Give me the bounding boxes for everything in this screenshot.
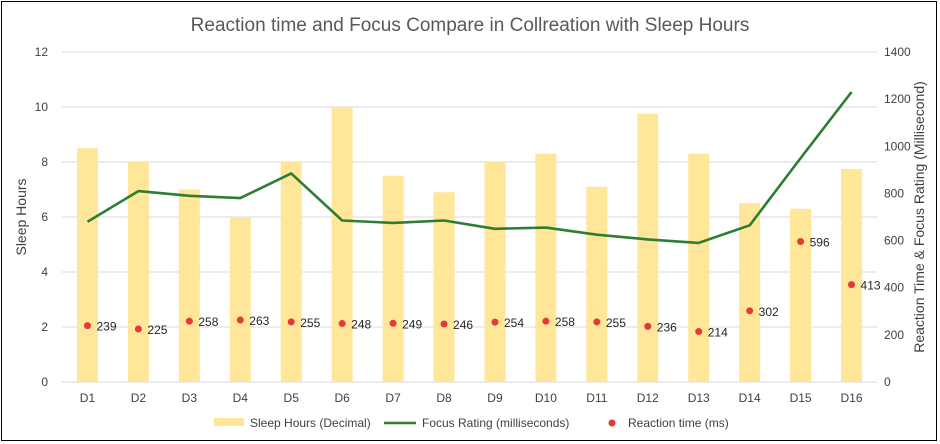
left-tick-label: 12 xyxy=(35,45,49,59)
x-tick-label: D7 xyxy=(385,391,401,405)
x-tick-label: D15 xyxy=(790,391,812,405)
left-tick-label: 4 xyxy=(41,265,48,279)
bar xyxy=(586,186,608,382)
reaction-data-label: 239 xyxy=(96,320,116,334)
x-tick-label: D12 xyxy=(637,391,659,405)
reaction-point xyxy=(695,328,703,336)
chart-title: Reaction time and Focus Compare in Collr… xyxy=(191,15,750,36)
reaction-point xyxy=(389,319,397,327)
bar xyxy=(76,148,98,382)
reaction-point xyxy=(491,318,499,326)
reaction-data-label: 254 xyxy=(504,316,524,330)
focus-line xyxy=(86,91,853,245)
reaction-data-label: 596 xyxy=(810,236,830,250)
bar xyxy=(433,192,455,382)
reaction-data-label: 255 xyxy=(606,316,626,330)
legend-label: Focus Rating (milliseconds) xyxy=(422,416,569,430)
right-tick-label: 0 xyxy=(884,375,891,389)
reaction-data-label: 258 xyxy=(555,315,575,329)
reaction-point xyxy=(185,317,193,325)
reaction-data-label: 225 xyxy=(147,323,167,337)
bar xyxy=(688,153,710,382)
bar xyxy=(535,153,557,382)
reaction-point xyxy=(644,322,652,330)
bar xyxy=(382,175,404,382)
x-tick-label: D2 xyxy=(131,391,147,405)
reaction-data-label: 248 xyxy=(351,318,371,332)
reaction-data-label: 302 xyxy=(759,305,779,319)
legend-label: Reaction time (ms) xyxy=(628,416,729,430)
x-tick-label: D10 xyxy=(535,391,557,405)
x-tick-label: D8 xyxy=(436,391,452,405)
bar xyxy=(484,162,506,382)
right-tick-label: 1200 xyxy=(884,92,911,106)
right-axis-title: Reaction Time & Focus Rating (Millisecon… xyxy=(911,81,927,353)
right-tick-label: 600 xyxy=(884,234,904,248)
bar xyxy=(790,208,812,382)
left-tick-label: 0 xyxy=(41,375,48,389)
reaction-point xyxy=(746,307,754,315)
bar xyxy=(841,168,863,382)
reaction-data-label: 246 xyxy=(453,318,473,332)
reaction-point xyxy=(848,281,856,289)
x-tick-label: D9 xyxy=(487,391,503,405)
left-tick-label: 10 xyxy=(35,100,49,114)
left-axis: 0 2 4 6 8 10 12 xyxy=(35,45,49,389)
bar-series xyxy=(76,107,863,382)
reaction-point xyxy=(593,318,601,326)
legend-swatch-bar xyxy=(214,418,244,426)
x-tick-label: D13 xyxy=(688,391,710,405)
reaction-data-label: 236 xyxy=(657,320,677,334)
x-tick-label: D11 xyxy=(586,391,607,405)
bar xyxy=(280,162,302,382)
reaction-point xyxy=(338,320,346,328)
x-tick-label: D3 xyxy=(182,391,198,405)
reaction-data-label: 214 xyxy=(708,326,728,340)
bar xyxy=(637,113,659,382)
bar xyxy=(229,217,251,382)
reaction-point xyxy=(440,320,448,328)
line-series xyxy=(86,91,853,245)
reaction-point xyxy=(236,316,244,324)
left-tick-label: 6 xyxy=(41,210,48,224)
left-tick-label: 2 xyxy=(41,320,48,334)
right-tick-label: 400 xyxy=(884,281,904,295)
reaction-point xyxy=(287,318,295,326)
legend-swatch-point xyxy=(608,419,616,427)
x-tick-label: D14 xyxy=(739,391,761,405)
reaction-data-label: 413 xyxy=(861,279,881,293)
right-axis: 0 200 400 600 800 1000 1200 1400 xyxy=(884,45,911,389)
reaction-data-label: 258 xyxy=(198,315,218,329)
right-tick-label: 1000 xyxy=(884,139,911,153)
right-tick-label: 1400 xyxy=(884,45,911,59)
right-tick-label: 800 xyxy=(884,186,904,200)
reaction-point xyxy=(134,325,142,333)
reaction-data-label: 249 xyxy=(402,317,422,331)
reaction-data-label: 263 xyxy=(249,314,269,328)
reaction-point xyxy=(797,238,805,246)
x-axis: D1 D2 D3 D4 D5 D6 D7 D8 D9 D10 D11 D12 D13 D14 D15 D16 xyxy=(80,391,863,405)
reaction-data-label: 255 xyxy=(300,316,320,330)
bar xyxy=(127,162,149,382)
x-tick-label: D1 xyxy=(80,391,96,405)
x-tick-label: D6 xyxy=(334,391,350,405)
bar xyxy=(331,107,353,382)
x-tick-label: D16 xyxy=(841,391,863,405)
legend-label: Sleep Hours (Decimal) xyxy=(250,416,371,430)
scatter-series: 239 225 258 263 255 248 249 246 254 258 255 236 214 3… xyxy=(83,236,881,340)
right-tick-label: 200 xyxy=(884,328,904,342)
bar xyxy=(739,203,761,382)
x-tick-label: D4 xyxy=(233,391,249,405)
bar xyxy=(178,189,200,382)
x-tick-label: D5 xyxy=(284,391,300,405)
left-axis-title: Sleep Hours xyxy=(13,178,29,255)
left-tick-label: 8 xyxy=(41,155,48,169)
legend: Sleep Hours (Decimal) Focus Rating (milli… xyxy=(214,416,729,430)
reaction-point xyxy=(542,317,550,325)
reaction-point xyxy=(83,322,91,330)
